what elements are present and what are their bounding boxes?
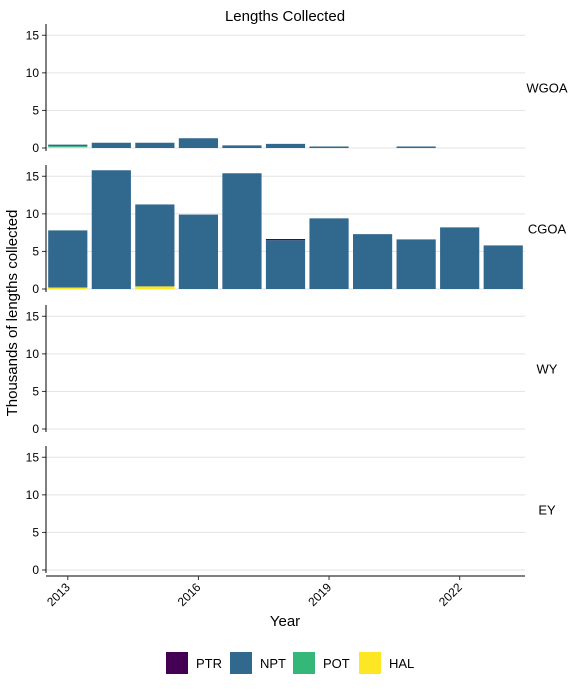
y-tick-label: 0	[32, 141, 39, 155]
bar-npt-2015	[135, 204, 175, 287]
bar-npt-2014	[91, 170, 131, 289]
legend-swatch	[359, 652, 381, 674]
y-tick-label: 0	[32, 422, 39, 436]
bar-npt-2016	[178, 214, 219, 289]
panel-wgoa: 0 5 10 15 WGOA	[26, 24, 568, 155]
panel-cgoa: 0 5 10 15 CGOA	[26, 165, 567, 296]
x-tick-label: 2022	[436, 580, 465, 609]
y-tick-label: 0	[32, 563, 39, 577]
y-tick-label: 5	[32, 103, 39, 117]
legend-swatch	[293, 652, 315, 674]
y-tick-label: 15	[26, 28, 40, 42]
bar-hal-2013	[48, 146, 88, 148]
bar-npt-2014	[91, 142, 131, 148]
panel-ey: 0 5 10 15 EY	[26, 446, 556, 577]
panel-label: CGOA	[528, 222, 567, 237]
legend-label: POT	[323, 656, 350, 671]
chart-title: Lengths Collected	[225, 8, 345, 25]
legend-label: PTR	[196, 656, 222, 671]
x-tick-label: 2016	[175, 580, 204, 609]
bar-pot-2013	[48, 146, 88, 148]
y-tick-label: 5	[32, 244, 39, 258]
y-tick-label: 10	[26, 347, 40, 361]
x-tick-label: 2013	[44, 580, 73, 609]
y-tick-label: 5	[32, 384, 39, 398]
bar-npt-2019	[309, 146, 349, 148]
y-tick-label: 15	[26, 169, 40, 183]
bar-npt-2021	[396, 146, 436, 148]
bar-hal-2015	[135, 286, 175, 289]
x-axis-ticks: 2013 2016 2019 2022	[44, 575, 525, 609]
x-tick-label: 2019	[305, 580, 334, 609]
bar-npt-2018	[265, 143, 306, 148]
panel-label: WY	[537, 362, 558, 377]
facet-panels: 0 5 10 15 WGOA 0 5 10 15 CGOA 0 5 10 15 WY 0 5 10 15 EY	[26, 24, 568, 577]
y-tick-label: 15	[26, 309, 40, 323]
y-tick-label: 10	[26, 66, 40, 80]
legend-item-hal: HAL	[359, 652, 414, 674]
legend-item-npt: NPT	[230, 652, 286, 674]
y-tick-label: 15	[26, 450, 40, 464]
legend: PTR NPT POT HAL	[166, 652, 414, 674]
bar-npt-2013	[48, 144, 88, 147]
bar-npt-2023	[483, 245, 523, 289]
bar-npt-2020	[352, 234, 393, 289]
bar-npt-2022	[440, 227, 480, 289]
bar-npt-2017	[222, 145, 262, 148]
y-tick-label: 5	[32, 525, 39, 539]
y-tick-label: 10	[26, 207, 40, 221]
legend-swatch	[166, 652, 188, 674]
legend-swatch	[230, 652, 252, 674]
legend-label: HAL	[389, 656, 414, 671]
bar-hal-2013	[48, 287, 88, 289]
bar-npt-2021	[396, 239, 436, 289]
bar-ptr-2018	[265, 239, 306, 241]
legend-item-pot: POT	[293, 652, 350, 674]
panel-label: EY	[538, 503, 556, 518]
y-tick-label: 10	[26, 488, 40, 502]
legend-item-ptr: PTR	[166, 652, 222, 674]
bar-npt-2017	[222, 173, 262, 289]
bar-npt-2015	[135, 142, 175, 148]
legend-label: NPT	[260, 656, 286, 671]
bar-npt-2018	[265, 240, 306, 289]
bar-npt-2013	[48, 230, 88, 288]
panel-label: WGOA	[526, 81, 567, 96]
x-axis-title: Year	[270, 613, 300, 630]
y-axis-title: Thousands of lengths collected	[4, 210, 21, 417]
panel-wy: 0 5 10 15 WY	[26, 305, 558, 436]
bar-npt-2019	[309, 218, 349, 289]
bar-npt-2016	[178, 138, 219, 148]
y-tick-label: 0	[32, 282, 39, 296]
